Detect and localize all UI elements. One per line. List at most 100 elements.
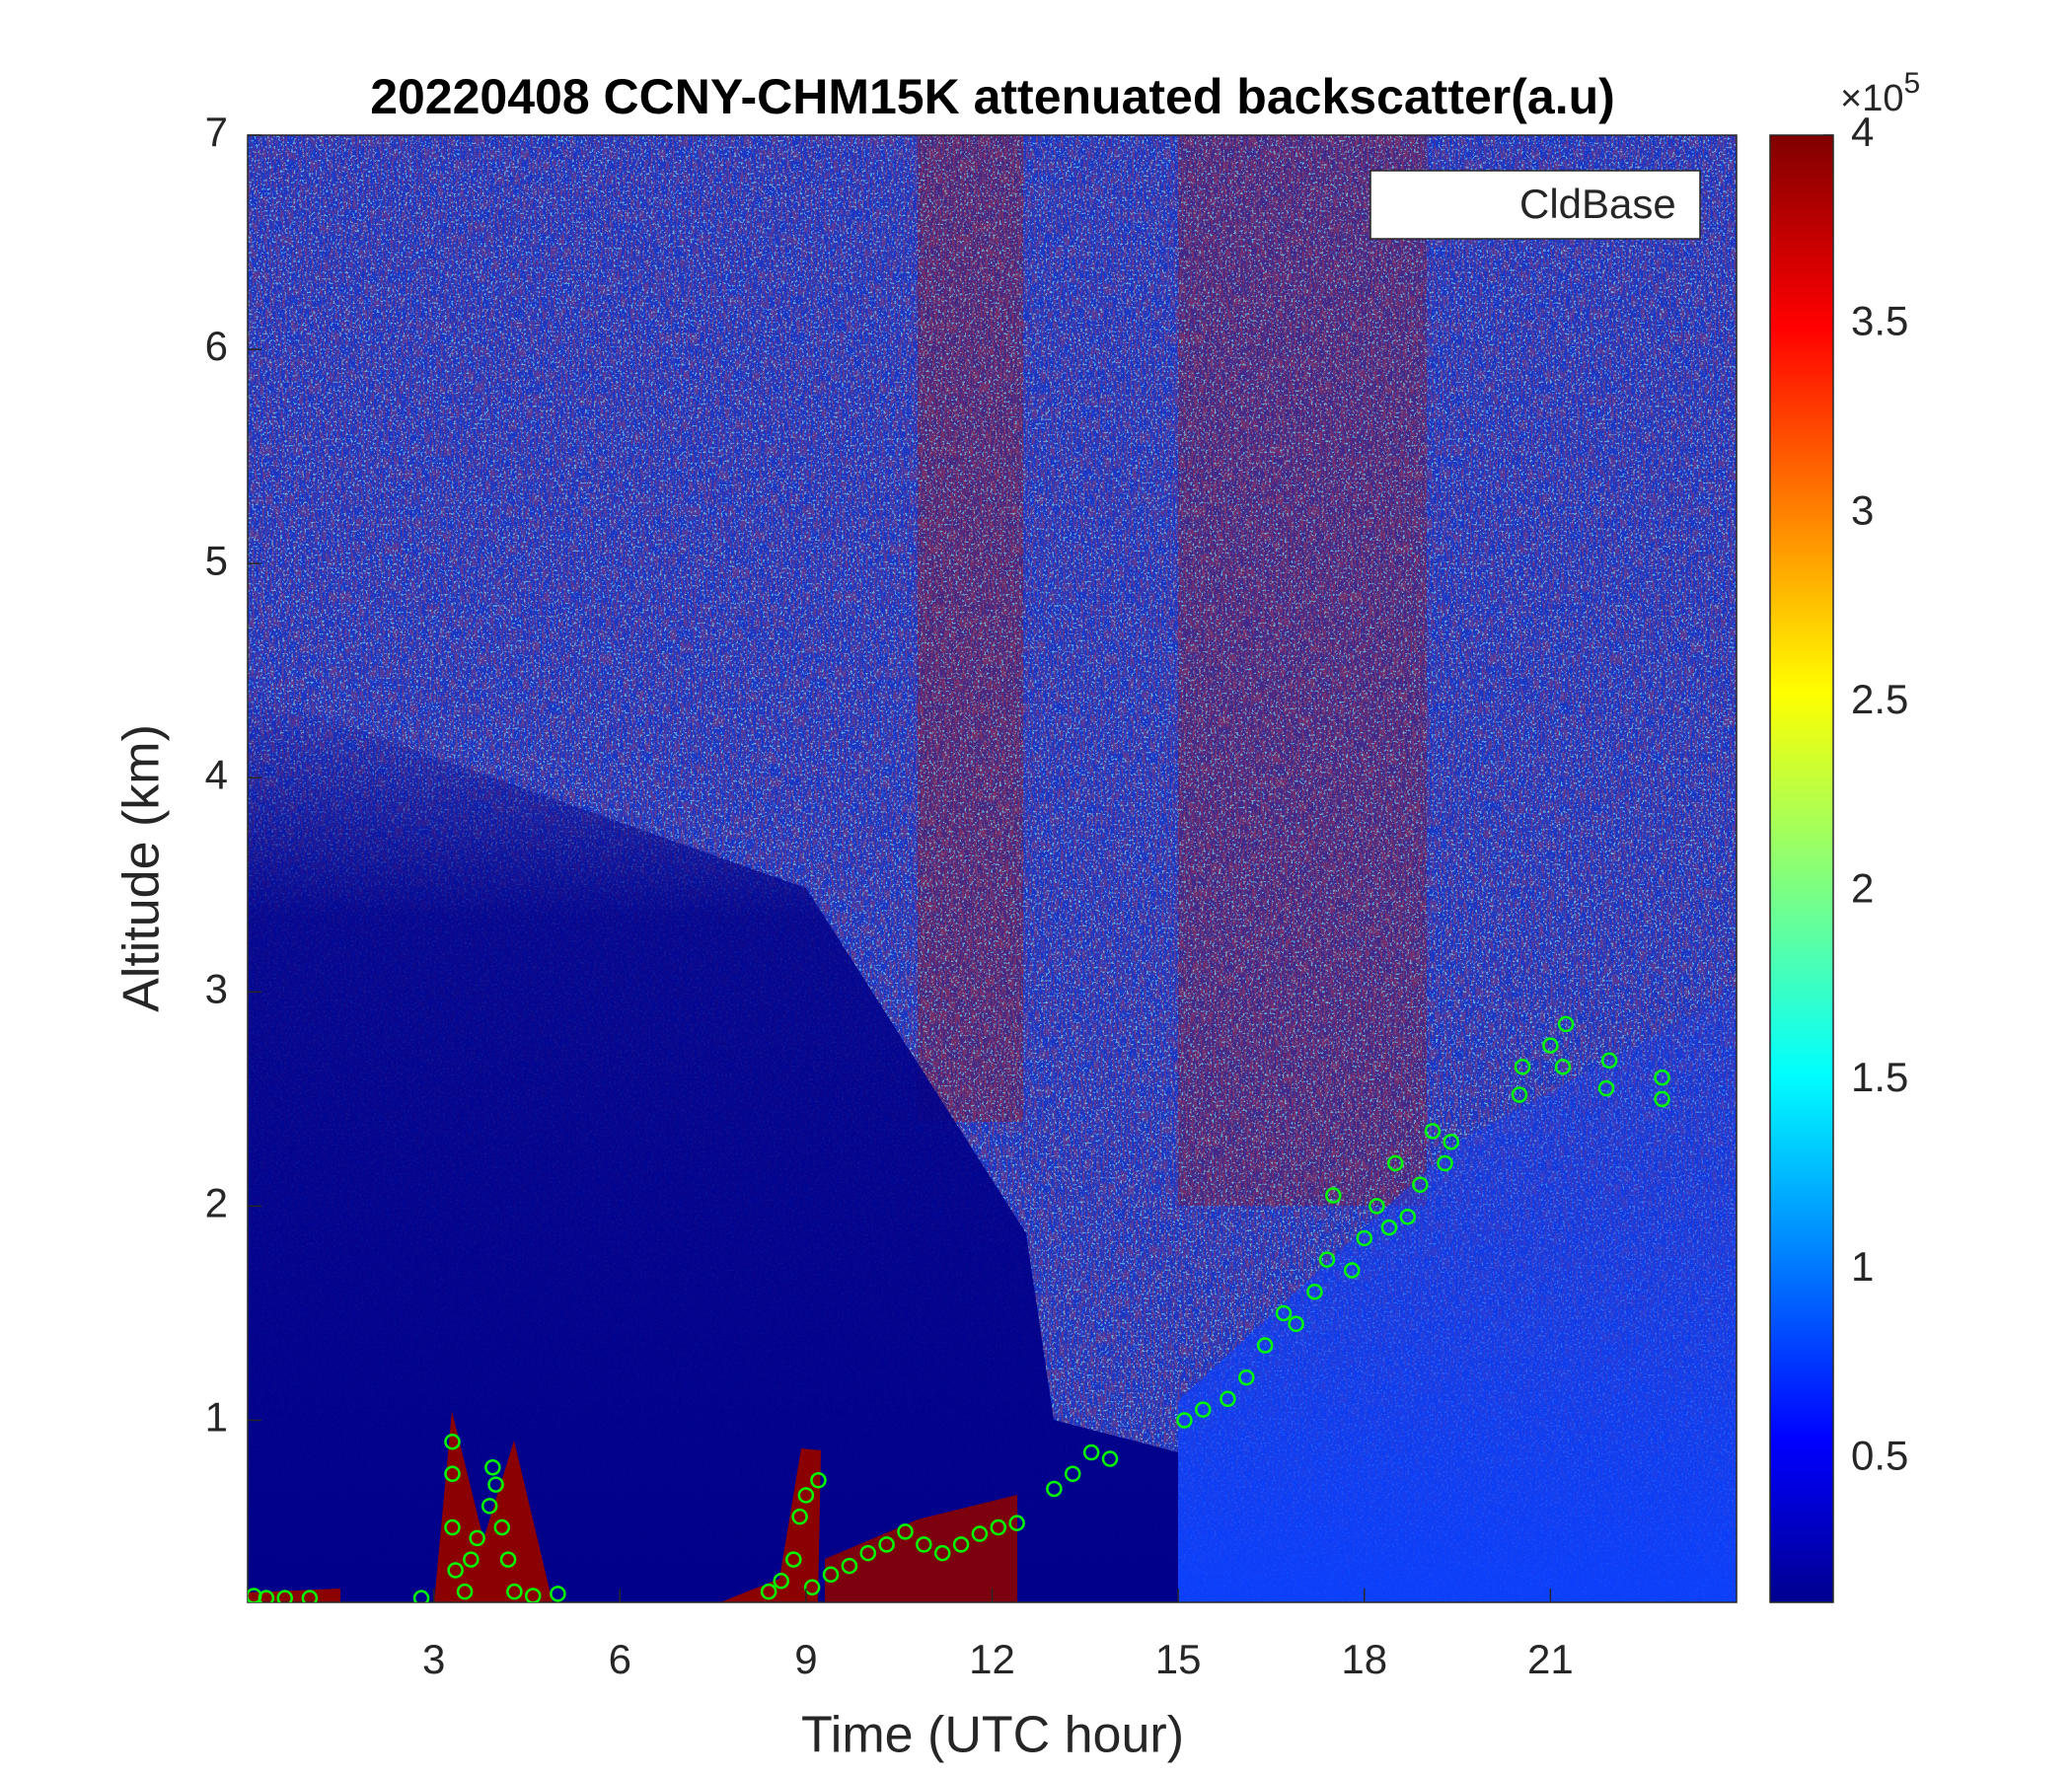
cloud-base-point [1318, 1251, 1336, 1268]
colorbar-tick-label: 0.5 [1851, 1432, 1908, 1478]
cloud-base-point [469, 1529, 485, 1547]
x-tick-label: 15 [1155, 1636, 1202, 1682]
cloud-base-point [841, 1557, 858, 1575]
cloud-base-point [1654, 1090, 1670, 1108]
cloud-base-point [1443, 1134, 1460, 1150]
cloud-base-point [499, 1551, 517, 1568]
cloud-base-point [785, 1551, 802, 1568]
cloud-base-point [484, 1458, 501, 1476]
colorbar-tick-label: 1.5 [1851, 1054, 1908, 1100]
cloud-base-point [1654, 1069, 1670, 1086]
y-tick-label: 4 [205, 751, 228, 797]
cloud-base-point [1288, 1315, 1304, 1333]
cloud-base-point [1325, 1187, 1342, 1204]
heatmap-low-signal [248, 691, 1178, 1602]
cloud-base-point [990, 1518, 1007, 1536]
cloud-base-point [550, 1586, 566, 1602]
cloud-base-point [493, 1518, 511, 1536]
cloud-base-point [1424, 1123, 1442, 1140]
colorbar-tick-label: 3 [1851, 486, 1874, 533]
legend-label: CldBase [1519, 181, 1676, 227]
y-tick-label: 2 [205, 1179, 228, 1225]
cloud-base-point [897, 1523, 914, 1540]
cloud-base-point [1542, 1037, 1559, 1054]
cloud-base-point [1386, 1154, 1404, 1172]
x-tick-label: 3 [422, 1636, 445, 1682]
cloud-base-point [1343, 1262, 1361, 1279]
colorbar-multiplier: ×105 [1840, 67, 1920, 119]
cloud-base-point [810, 1472, 827, 1489]
cloud-base-point [1380, 1219, 1398, 1236]
cloud-base-point [773, 1573, 789, 1590]
cloud-base-point [1046, 1480, 1063, 1498]
y-tick-label: 1 [205, 1394, 228, 1441]
cloud-base-point [1369, 1198, 1385, 1215]
marks-layer [248, 1015, 1670, 1602]
heatmap-aerosol [1178, 992, 1737, 1602]
cloud-base-point [487, 1476, 504, 1493]
heatmap-cloud [720, 1448, 821, 1602]
cloud-base-point [258, 1590, 275, 1602]
cloud-base-point [1437, 1154, 1453, 1172]
backscatter-image [248, 135, 1737, 1602]
cloud-base-point [444, 1433, 461, 1450]
cloud-base-point [524, 1588, 542, 1602]
cloud-base-point [444, 1465, 461, 1483]
cloud-base-point [916, 1536, 932, 1553]
cloud-base-point [933, 1544, 951, 1562]
colorbar-tick-label: 3.5 [1851, 298, 1908, 344]
cloud-base-point [1275, 1304, 1293, 1322]
colorbar-multiplier-exponent: 5 [1903, 67, 1920, 100]
colorbar-multiplier-base: ×10 [1840, 78, 1903, 119]
cloud-base-point [1514, 1059, 1531, 1075]
cloud-base-point [276, 1590, 293, 1602]
cloud-base-point [1554, 1059, 1572, 1075]
cloud-base-point [1176, 1412, 1193, 1429]
x-tick-label: 18 [1341, 1636, 1387, 1682]
cloud-base-point [971, 1525, 989, 1542]
cloud-base-point [444, 1518, 461, 1536]
cloud-base-point [301, 1590, 319, 1602]
cloud-base-point [1220, 1390, 1236, 1408]
cloud-base-point [859, 1544, 876, 1562]
cloud-base-point [506, 1583, 523, 1600]
y-axis-label: Altitude (km) [113, 724, 171, 1012]
colorbar-tick-label: 2 [1851, 865, 1874, 912]
cloud-base-point [878, 1536, 895, 1553]
cloud-base-point [1064, 1465, 1081, 1483]
cloud-base-point [1008, 1515, 1025, 1531]
colorbar-tick-label: 4 [1851, 109, 1874, 155]
x-tick-label: 21 [1527, 1636, 1574, 1682]
cloud-base-point [1082, 1443, 1100, 1461]
cloud-base-point [791, 1508, 808, 1525]
cloud-base-point [822, 1566, 840, 1584]
y-tick-label: 3 [205, 965, 228, 1011]
heatmap-cloud [825, 1495, 1017, 1602]
legend [1369, 170, 1701, 240]
cloud-base-point [1256, 1337, 1274, 1354]
cloud-base-point [481, 1498, 498, 1515]
x-tick-label: 12 [969, 1636, 1015, 1682]
cloud-base-point [447, 1562, 464, 1579]
cloud-base-point [1356, 1229, 1372, 1247]
y-tick-label: 7 [205, 109, 228, 155]
cloud-base-point [760, 1583, 777, 1600]
cloud-base-point [1306, 1283, 1323, 1300]
cloud-base-point [1195, 1401, 1212, 1418]
colorbar-tick-label: 2.5 [1851, 676, 1908, 722]
y-tick-label: 5 [205, 537, 228, 583]
cloud-base-point [1412, 1176, 1429, 1193]
cloud-base-point [1511, 1086, 1528, 1103]
cloud-base-point [412, 1590, 430, 1602]
cloud-base-point [1399, 1209, 1417, 1225]
colorbar-tick-label: 1 [1851, 1243, 1874, 1290]
chart-title: 20220408 CCNY-CHM15K attenuated backscat… [370, 69, 1615, 124]
x-tick-label: 9 [794, 1636, 817, 1682]
cloud-base-point [1557, 1015, 1575, 1033]
heatmap-cloud [434, 1411, 553, 1602]
cloud-base-point [797, 1487, 815, 1504]
cloud-base-point [1597, 1079, 1615, 1097]
cloud-base-point [456, 1583, 474, 1600]
